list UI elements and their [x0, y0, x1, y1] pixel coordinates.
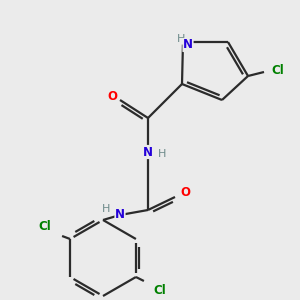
Text: H: H: [177, 34, 185, 44]
Text: N: N: [143, 146, 153, 158]
Text: Cl: Cl: [154, 284, 166, 298]
Text: H: H: [102, 204, 110, 214]
Text: Cl: Cl: [272, 64, 284, 76]
Text: H: H: [158, 149, 166, 159]
Text: N: N: [115, 208, 125, 221]
Text: Cl: Cl: [39, 220, 52, 232]
Text: N: N: [183, 38, 193, 52]
Text: O: O: [180, 187, 190, 200]
Text: O: O: [107, 89, 117, 103]
